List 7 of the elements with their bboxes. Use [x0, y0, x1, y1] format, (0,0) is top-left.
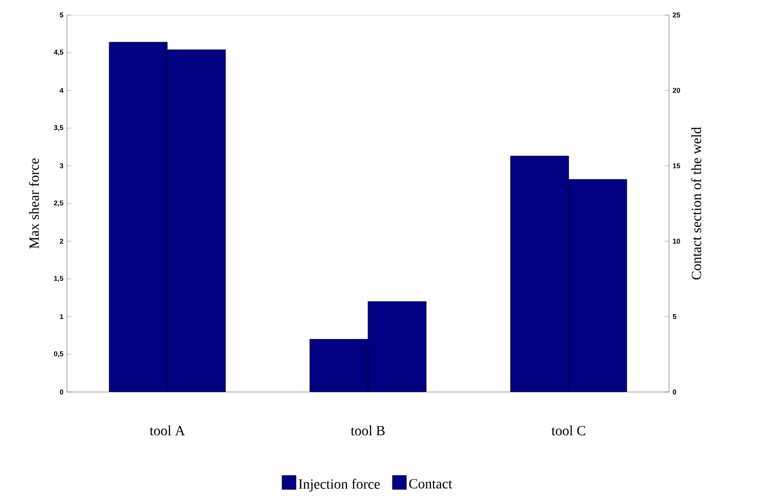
x-tick-label: tool A	[150, 426, 185, 436]
y2-axis-title: Contact section of the weld	[691, 127, 702, 280]
y-axis-title: Max shear force	[28, 158, 39, 249]
x-tick-label: tool B	[350, 426, 385, 436]
x-tick-label: tool C	[552, 426, 586, 436]
legend-label: Injection force	[298, 478, 380, 492]
legend-label: Contact	[409, 479, 452, 488]
